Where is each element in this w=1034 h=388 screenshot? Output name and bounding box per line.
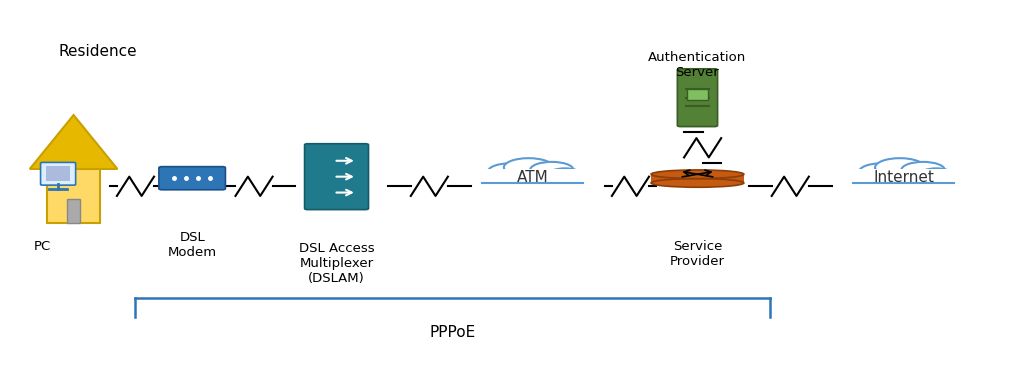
Bar: [67, 199, 81, 223]
Ellipse shape: [919, 168, 953, 182]
Ellipse shape: [488, 163, 530, 181]
Bar: [45, 166, 70, 181]
Text: Service
Provider: Service Provider: [670, 240, 725, 268]
Ellipse shape: [504, 158, 553, 177]
Ellipse shape: [482, 170, 513, 183]
Bar: [651, 174, 743, 183]
Text: Authentication
Server: Authentication Server: [648, 52, 747, 80]
FancyBboxPatch shape: [159, 167, 225, 190]
Ellipse shape: [651, 178, 743, 187]
Ellipse shape: [651, 170, 743, 178]
Text: DSL Access
Multiplexer
(DSLAM): DSL Access Multiplexer (DSLAM): [299, 242, 374, 285]
Text: DSL
Modem: DSL Modem: [168, 230, 217, 258]
FancyBboxPatch shape: [40, 163, 75, 185]
Bar: [850, 169, 957, 184]
Bar: [479, 169, 586, 184]
FancyBboxPatch shape: [677, 69, 718, 126]
FancyBboxPatch shape: [305, 144, 368, 210]
Ellipse shape: [859, 163, 902, 181]
Text: PPPoE: PPPoE: [429, 325, 476, 340]
Text: PC: PC: [34, 240, 52, 253]
Ellipse shape: [548, 168, 582, 182]
Bar: [688, 89, 707, 100]
Text: Residence: Residence: [58, 44, 136, 59]
Ellipse shape: [530, 162, 574, 178]
Ellipse shape: [875, 158, 924, 177]
Bar: [48, 169, 100, 223]
Text: ATM: ATM: [517, 170, 548, 185]
Text: Internet: Internet: [874, 170, 934, 185]
Ellipse shape: [853, 170, 884, 183]
Ellipse shape: [902, 162, 945, 178]
Polygon shape: [30, 115, 118, 169]
